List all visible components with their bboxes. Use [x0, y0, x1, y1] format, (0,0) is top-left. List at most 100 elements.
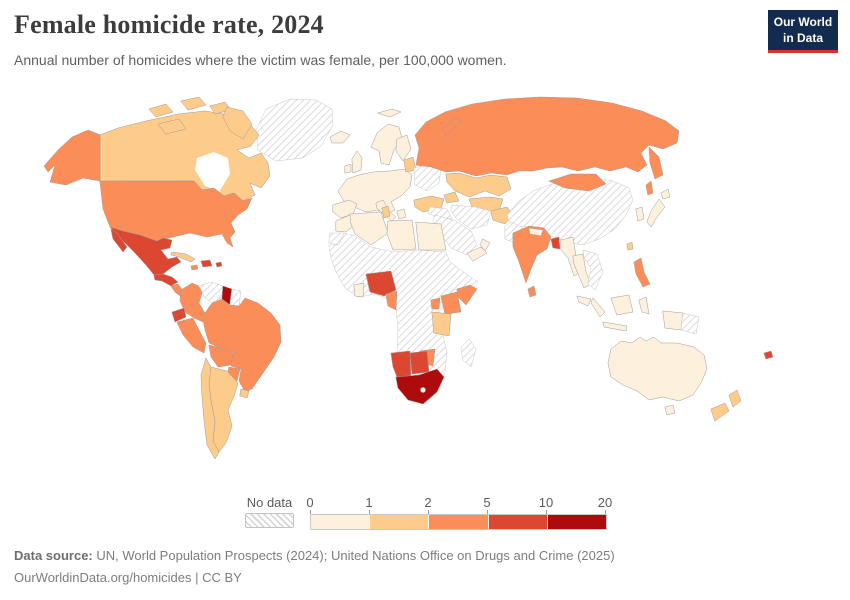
country-bolivia[interactable] — [208, 344, 234, 368]
country-alaska[interactable] — [43, 129, 101, 186]
country-finland[interactable] — [395, 134, 412, 162]
country-yemen[interactable] — [466, 246, 488, 262]
country-iceland[interactable] — [329, 130, 351, 144]
country-indochina[interactable] — [582, 249, 604, 291]
lesotho-enclave — [420, 387, 426, 393]
legend-bin-swatch[interactable] — [311, 515, 370, 529]
chart-footer: Data source: UN, World Population Prospe… — [14, 545, 615, 589]
country-south-africa[interactable] — [395, 368, 445, 405]
country-australia-tasmania[interactable] — [664, 404, 676, 416]
country-ireland[interactable] — [344, 163, 352, 174]
country-europe-mainland[interactable] — [337, 168, 413, 215]
legend-tick-mark — [546, 510, 547, 514]
country-indonesia-sumatra[interactable] — [590, 297, 606, 318]
country-sri-lanka[interactable] — [527, 285, 537, 298]
country-indonesia-borneo[interactable] — [610, 294, 634, 316]
country-kazakhstan[interactable] — [445, 172, 512, 198]
country-peru[interactable] — [176, 317, 207, 354]
country-russia-novaya-zemlya[interactable] — [442, 117, 463, 137]
country-jamaica[interactable] — [190, 264, 199, 271]
country-taiwan[interactable] — [626, 241, 634, 251]
country-russia[interactable] — [414, 96, 680, 177]
country-indonesia-papua[interactable] — [662, 310, 684, 331]
country-chile[interactable] — [200, 357, 220, 460]
legend-tick-label: 2 — [424, 495, 432, 510]
legend-ramp[interactable] — [310, 514, 607, 530]
country-canada-baffin[interactable] — [222, 106, 253, 140]
country-new-zealand-north[interactable] — [728, 389, 742, 408]
country-thailand[interactable] — [572, 253, 592, 289]
country-svalbard[interactable] — [377, 108, 402, 118]
country-uruguay[interactable] — [239, 388, 250, 399]
country-somalia[interactable] — [456, 284, 478, 306]
country-japan-hokkaido[interactable] — [660, 188, 671, 200]
country-mongolia[interactable] — [548, 173, 607, 192]
country-malaysia[interactable] — [576, 295, 592, 307]
legend-bin-swatch[interactable] — [428, 515, 488, 529]
legend-no-data[interactable]: No data — [245, 495, 294, 528]
legend-tick-mark — [605, 510, 606, 514]
country-guatemala-honduras[interactable] — [153, 273, 179, 287]
owid-logo[interactable]: Our World in Data — [768, 10, 838, 54]
country-canada-island[interactable] — [148, 103, 174, 118]
legend-color-scale[interactable]: 0 1 2 5 10 20 — [306, 495, 612, 533]
legend-bin-swatch[interactable] — [487, 515, 547, 529]
legend-tick-mark — [310, 510, 311, 514]
country-greece[interactable] — [396, 208, 407, 220]
country-canada-island[interactable] — [157, 118, 187, 135]
country-indonesia-java[interactable] — [602, 321, 628, 332]
country-caucasus[interactable] — [443, 191, 460, 204]
footer-source-line: Data source: UN, World Population Prospe… — [14, 545, 615, 567]
country-india[interactable] — [512, 225, 552, 284]
country-canada-island[interactable] — [180, 96, 207, 111]
country-australia[interactable] — [607, 336, 708, 402]
country-oman[interactable] — [479, 238, 491, 252]
country-ghana[interactable] — [353, 282, 365, 298]
legend-no-data-swatch[interactable] — [245, 513, 294, 528]
legend-bin-swatch[interactable] — [546, 515, 607, 529]
country-united-kingdom[interactable] — [351, 150, 363, 174]
country-new-zealand-south[interactable] — [710, 402, 730, 422]
country-south-korea[interactable] — [635, 206, 645, 222]
country-mexico-baja[interactable] — [110, 228, 128, 253]
country-kenya[interactable] — [440, 291, 462, 315]
country-mexico[interactable] — [109, 226, 182, 276]
legend-tick-label: 10 — [538, 495, 554, 510]
footer-source-text: UN, World Population Prospects (2024); U… — [92, 548, 615, 563]
legend-tick-mark — [428, 510, 429, 514]
country-botswana[interactable] — [409, 350, 430, 375]
country-bangladesh[interactable] — [550, 236, 561, 250]
page-title: Female homicide rate, 2024 — [14, 10, 324, 39]
country-cameroon[interactable] — [385, 290, 398, 311]
country-tunisia[interactable] — [381, 205, 391, 219]
country-nepal[interactable] — [528, 227, 544, 237]
country-iran[interactable] — [450, 204, 492, 230]
country-papua-new-guinea[interactable] — [680, 312, 700, 335]
legend-tick-label: 5 — [483, 495, 491, 510]
country-japan-honshu[interactable] — [646, 198, 666, 228]
country-uganda[interactable] — [430, 297, 441, 310]
footer-attribution[interactable]: OurWorldinData.org/homicides | CC BY — [14, 570, 242, 586]
country-brazil[interactable] — [202, 297, 282, 393]
country-libya[interactable] — [386, 219, 417, 251]
legend-bin-swatch[interactable] — [369, 515, 429, 529]
country-indonesia-sulawesi[interactable] — [638, 296, 650, 315]
country-puerto-rico[interactable] — [215, 261, 223, 268]
country-tanzania[interactable] — [431, 311, 452, 337]
country-madagascar[interactable] — [460, 338, 477, 368]
country-cuba[interactable] — [170, 251, 196, 263]
country-venezuela[interactable] — [198, 281, 224, 304]
country-egypt[interactable] — [415, 221, 447, 251]
country-algeria[interactable] — [349, 211, 389, 246]
country-russia-kamchatka[interactable] — [648, 146, 664, 180]
country-hispaniola[interactable] — [200, 259, 213, 268]
country-russia-sakhalin[interactable] — [645, 180, 654, 196]
country-ecuador[interactable] — [171, 307, 187, 323]
hudson-bay-water — [195, 152, 230, 192]
owid-logo-line2: in Data — [782, 30, 823, 45]
country-philippines[interactable] — [633, 257, 651, 288]
country-greenland[interactable] — [255, 98, 334, 162]
country-suriname[interactable] — [229, 288, 242, 307]
country-fiji[interactable] — [763, 350, 774, 360]
